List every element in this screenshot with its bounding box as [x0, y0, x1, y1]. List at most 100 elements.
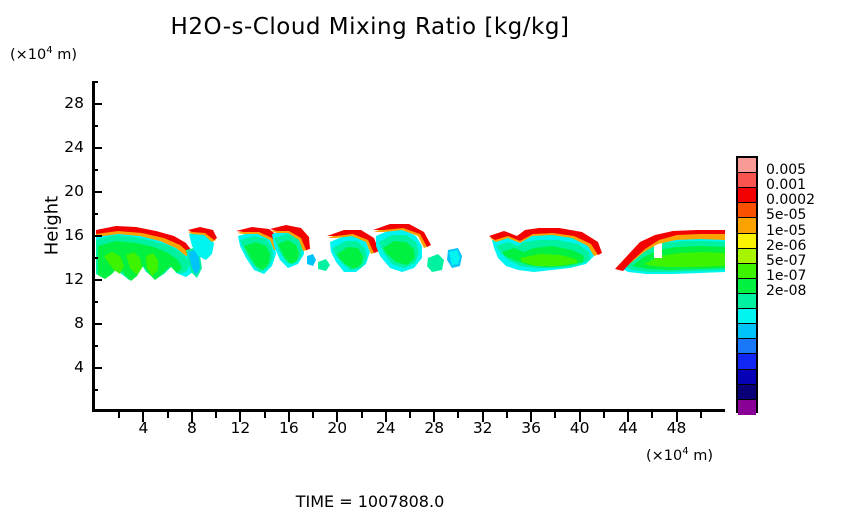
x-tick-label: 12 — [230, 419, 251, 437]
cluster-5-green — [337, 247, 363, 269]
y-tick-major — [92, 103, 102, 105]
cluster-4-green — [278, 240, 299, 264]
colorbar-swatch — [738, 278, 756, 294]
colorbar-label: 0.001 — [766, 177, 807, 194]
colorbar-swatch — [738, 248, 756, 264]
x-tick-minor — [602, 412, 605, 418]
x-tick-minor — [360, 412, 363, 418]
x-tick-label: 20 — [327, 419, 348, 437]
cloud-field-svg — [96, 224, 725, 281]
y-axis-unit-label: (×104 m) — [10, 45, 78, 63]
frag-1 — [307, 254, 316, 266]
colorbar — [736, 156, 758, 415]
x-tick-minor — [651, 412, 654, 418]
y-tick-minor — [92, 301, 98, 303]
cluster-2-cap — [188, 227, 217, 240]
x-tick-minor — [554, 412, 557, 418]
x-tick-major — [433, 412, 436, 422]
colorbar-swatch — [738, 158, 756, 174]
cloud-field-plot — [95, 82, 725, 412]
x-tick-minor — [215, 412, 218, 418]
x-axis-unit-label: (×104 m) — [646, 446, 714, 464]
x-tick-label: 8 — [186, 419, 197, 437]
x-tick-minor — [166, 412, 169, 418]
x-tick-major — [287, 412, 290, 422]
cluster-1-ylw — [104, 252, 158, 276]
x-unit-exponent: 4 — [682, 446, 689, 458]
y-tick-label: 16 — [64, 226, 84, 244]
colorbar-swatch — [738, 399, 756, 415]
x-tick-major — [142, 412, 145, 422]
page-title: H2O-s-Cloud Mixing Ratio [kg/kg] — [170, 14, 570, 40]
colorbar-label: 5e-07 — [766, 252, 807, 269]
colorbar-label: 1e-05 — [766, 222, 807, 239]
x-tick-major — [481, 412, 484, 422]
x-tick-major — [336, 412, 339, 422]
colorbar-label: 1e-07 — [766, 267, 807, 284]
cluster-8-cap — [615, 230, 725, 271]
colorbar-swatch — [738, 188, 756, 204]
cluster-5-cap — [327, 230, 379, 253]
x-tick-label: 40 — [569, 419, 590, 437]
y-tick-major — [92, 279, 102, 281]
colorbar-swatch — [738, 203, 756, 219]
colorbar-swatch — [738, 309, 756, 325]
x-tick-label: 28 — [424, 419, 445, 437]
y-tick-label: 28 — [64, 94, 84, 112]
x-tick-label: 48 — [666, 419, 687, 437]
x-tick-minor — [699, 412, 702, 418]
x-tick-minor — [457, 412, 460, 418]
y-tick-major — [92, 235, 102, 237]
y-tick-minor — [92, 213, 98, 215]
y-tick-minor — [92, 389, 98, 391]
x-tick-major — [384, 412, 387, 422]
frag-5 — [449, 250, 460, 265]
cluster-7-cap — [489, 228, 602, 255]
x-unit-suffix: m) — [688, 448, 714, 464]
colorbar-swatch — [738, 354, 756, 370]
frag-3 — [427, 254, 444, 272]
cluster-1-cap — [96, 226, 192, 253]
x-unit-prefix: (×10 — [646, 448, 683, 464]
x-tick-minor — [118, 412, 121, 418]
x-tick-label: 36 — [521, 419, 541, 437]
colorbar-swatch — [738, 233, 756, 249]
y-tick-minor — [92, 125, 98, 127]
colorbar-swatch — [738, 263, 756, 279]
y-tick-minor — [92, 169, 98, 171]
x-tick-label: 32 — [472, 419, 493, 437]
colorbar-swatch — [738, 384, 756, 400]
y-unit-suffix: m) — [52, 47, 78, 63]
x-tick-label: 24 — [375, 419, 396, 437]
y-tick-label: 4 — [74, 358, 84, 376]
cluster-8-ylw — [644, 252, 725, 267]
x-tick-major — [578, 412, 581, 422]
tail-1b — [188, 250, 200, 275]
colorbar-label: 5e-05 — [766, 207, 807, 224]
x-tick-minor — [409, 412, 411, 418]
colorbar-label: 2e-08 — [766, 283, 807, 300]
y-tick-major — [92, 191, 102, 193]
colorbar-label: 2e-06 — [766, 237, 807, 254]
x-tick-minor — [263, 412, 266, 418]
x-tick-label: 16 — [278, 419, 299, 437]
time-caption: TIME = 1007808.0 — [295, 492, 445, 511]
y-unit-prefix: (×10 — [10, 47, 47, 63]
cluster-3-cap — [236, 227, 281, 249]
x-tick-major — [530, 412, 533, 422]
y-tick-label: 24 — [64, 138, 84, 156]
colorbar-swatch — [738, 218, 756, 234]
cluster-6-cap — [373, 224, 431, 247]
frag-2 — [318, 259, 330, 271]
colorbar-swatch — [738, 339, 756, 355]
y-tick-minor — [92, 257, 98, 259]
cluster-6-green — [383, 241, 415, 265]
colorbar-swatch — [738, 324, 756, 340]
colorbar-label: 0.0002 — [766, 192, 815, 209]
cluster-3-green — [244, 242, 270, 270]
x-tick-label: 44 — [618, 419, 638, 437]
y-unit-exponent: 4 — [46, 45, 53, 57]
y-tick-major — [92, 147, 102, 149]
x-tick-label: 4 — [138, 419, 149, 437]
